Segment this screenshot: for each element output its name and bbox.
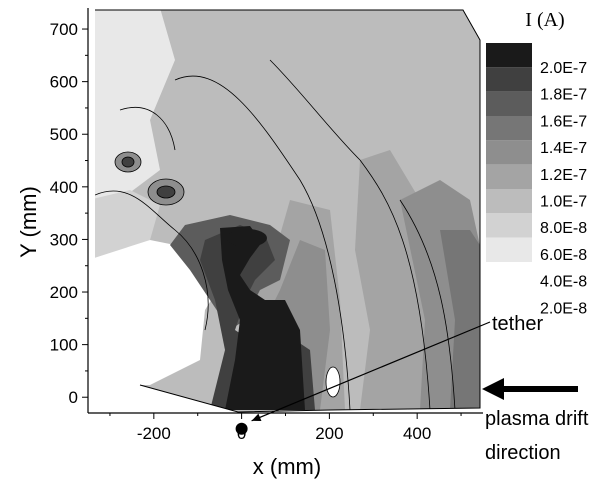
tether-marker [235,422,248,435]
contour-dark-plume-core [220,226,305,410]
y-tick-label: 600 [50,73,78,92]
x-axis-ticks: -2000200400 [109,413,462,443]
contour-light-left-mid [95,190,160,260]
x-tick-label: 400 [403,424,431,443]
colorbar: 2.0E-7 1.8E-7 1.6E-7 1.4E-7 1.2E-7 1.0E-7 8.0E… [486,43,587,317]
annotations: tether plasma drift direction [235,313,589,464]
colorbar-swatch [486,91,532,116]
contour-ridge-core [227,229,267,247]
contour-island-left-inner [121,156,135,168]
colorbar-swatch [486,164,532,189]
colorbar-level-label: 1.6E-7 [540,113,587,130]
colorbar-title: I (A) [525,9,564,31]
y-axis-title: Y (mm) [16,186,41,258]
y-tick-label: 400 [50,178,78,197]
colorbar-swatch [486,116,532,141]
contour-line-2 [174,75,351,411]
colorbar-level-label: 2.0E-8 [540,300,587,317]
colorbar-level-label: 4.0E-8 [540,274,587,291]
colorbar-swatch [486,237,532,262]
x-axis-title: x (mm) [253,454,321,479]
tether-label: tether [492,313,543,335]
y-axis-ticks: 0 100 200 300 400 500 600 700 [50,20,88,407]
tether-leader-line [251,321,491,422]
contour-hot-spot-peak [325,366,341,398]
colorbar-level-label: 1.0E-7 [540,194,587,211]
colorbar-level-label: 6.0E-8 [540,247,587,264]
contour-light-top-left [95,10,175,205]
colorbar-level-label: 8.0E-8 [540,220,587,237]
tether-leader-arrowhead [251,413,262,422]
x-tick-label: 200 [315,424,343,443]
colorbar-swatch [486,140,532,165]
contour-field [95,10,480,412]
contour-line-3 [359,159,431,411]
colorbar-swatch [486,67,532,92]
y-tick-label: 100 [50,336,78,355]
drift-label-line1: plasma drift [485,408,589,430]
colorbar-swatch [486,43,532,68]
y-tick-label: 0 [69,388,78,407]
contour-island-mid-inner [156,185,176,199]
contour-right-band-3 [440,230,480,410]
y-tick-label: 200 [50,283,78,302]
drift-arrow-head [482,378,504,400]
y-tick-label: 300 [50,230,78,249]
drift-label-line2: direction [485,442,561,464]
colorbar-level-label: 1.2E-7 [540,167,587,184]
colorbar-swatch [486,213,532,238]
y-tick-label: 500 [50,125,78,144]
y-tick-label: 700 [50,20,78,39]
contour-line-6 [119,107,176,151]
contour-line-4 [399,199,456,411]
colorbar-swatch [486,189,532,214]
x-tick-label: -200 [137,424,171,443]
colorbar-level-label: 1.4E-7 [540,140,587,157]
colorbar-level-label: 1.8E-7 [540,87,587,104]
measured-region-outline [95,9,481,413]
contour-line-1 [95,190,209,331]
colorbar-level-label: 2.0E-7 [540,60,587,77]
contour-line-5 [269,59,361,161]
